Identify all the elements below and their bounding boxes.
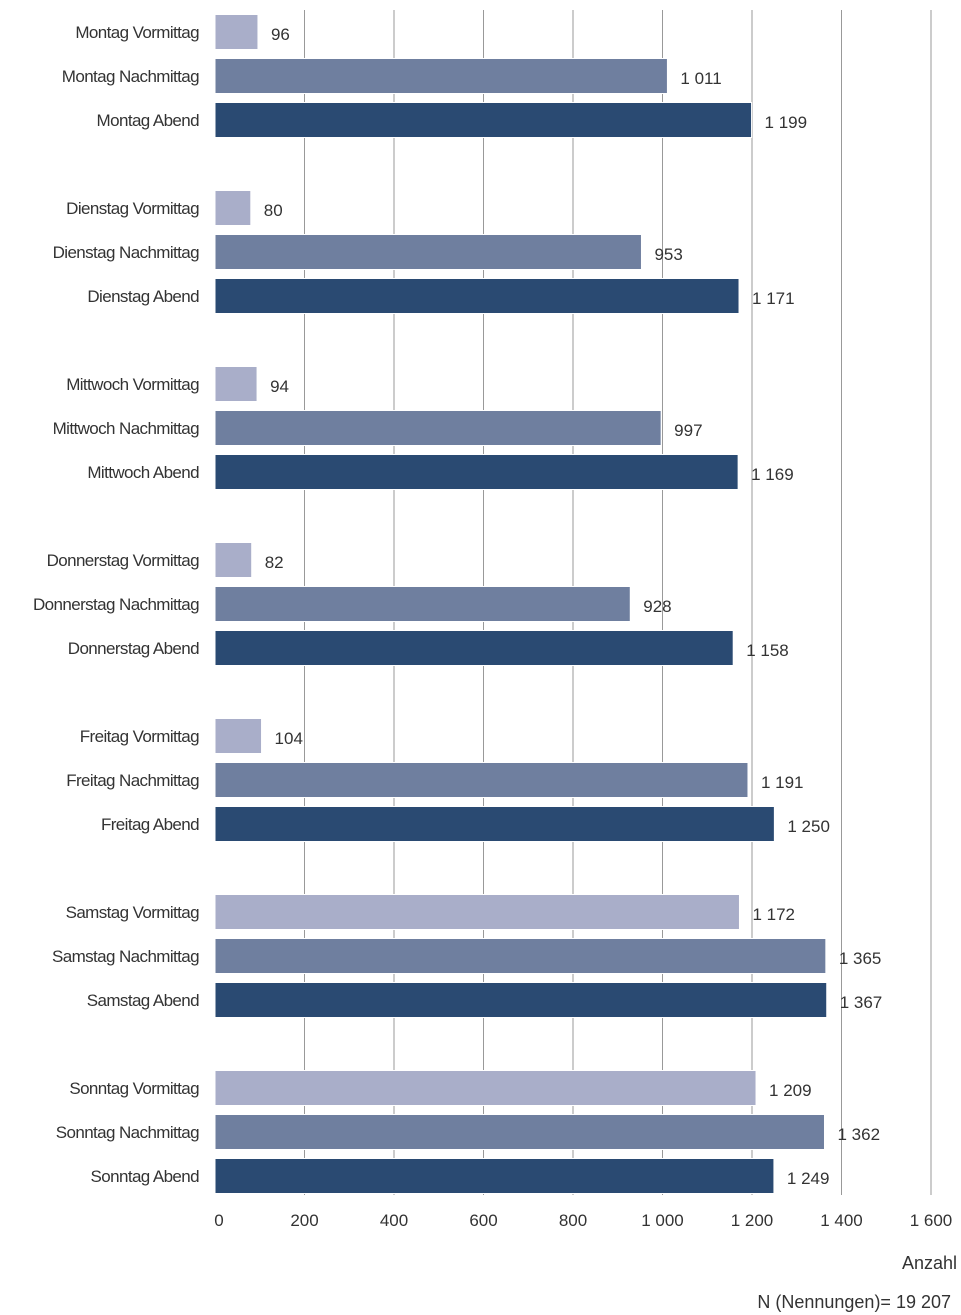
- value-label: 1 169: [751, 465, 794, 484]
- value-label: 1 250: [787, 817, 830, 836]
- category-label: Donnerstag Abend: [68, 639, 199, 658]
- value-label: 1 158: [746, 641, 789, 660]
- category-label: Mittwoch Nachmittag: [53, 419, 200, 438]
- tick-label-600: 600: [469, 1211, 497, 1230]
- bar-sonntag-abend: [214, 1158, 775, 1194]
- value-label: 997: [674, 421, 702, 440]
- bar-donnerstag-nachmittag: [214, 586, 631, 622]
- category-label: Mittwoch Abend: [87, 463, 199, 482]
- category-label: Montag Vormittag: [75, 23, 199, 42]
- category-label: Samstag Abend: [87, 991, 199, 1010]
- category-label: Dienstag Abend: [87, 287, 199, 306]
- bar-montag-abend: [214, 102, 753, 138]
- bar-chart: Montag Vormittag Montag Nachmittag Montag …: [33, 10, 952, 1230]
- category-label: Dienstag Nachmittag: [53, 243, 200, 262]
- bar-mittwoch-vormittag: [214, 366, 258, 402]
- bar-sonntag-nachmittag: [214, 1114, 825, 1150]
- category-label: Freitag Abend: [101, 815, 199, 834]
- tick-label-800: 800: [559, 1211, 587, 1230]
- bar-freitag-abend: [214, 806, 775, 842]
- value-label: 82: [265, 553, 284, 572]
- bar-dienstag-vormittag: [214, 190, 252, 226]
- tick-label-1200: 1 200: [731, 1211, 774, 1230]
- tick-label-1000: 1 000: [641, 1211, 684, 1230]
- x-axis-title: Anzahl: [901, 1253, 957, 1273]
- value-label: 1 365: [839, 949, 882, 968]
- bar-mittwoch-nachmittag: [214, 410, 662, 446]
- bar-sonntag-vormittag: [214, 1070, 757, 1106]
- value-label: 1 209: [769, 1081, 812, 1100]
- category-label: Sonntag Nachmittag: [56, 1123, 199, 1142]
- bar-samstag-vormittag: [214, 894, 740, 930]
- value-label: 1 191: [761, 773, 804, 792]
- category-label: Freitag Vormittag: [80, 727, 199, 746]
- bar-montag-vormittag: [214, 14, 259, 50]
- bars-group: [214, 14, 828, 1194]
- category-label: Donnerstag Nachmittag: [33, 595, 199, 614]
- category-label: Sonntag Abend: [91, 1167, 200, 1186]
- bar-mittwoch-abend: [214, 454, 739, 490]
- value-label: 1 249: [787, 1169, 830, 1188]
- tick-label-400: 400: [380, 1211, 408, 1230]
- value-label: 1 367: [840, 993, 883, 1012]
- tick-label-200: 200: [290, 1211, 318, 1230]
- bar-dienstag-nachmittag: [214, 234, 642, 270]
- bar-freitag-vormittag: [214, 718, 263, 754]
- value-label: 96: [271, 25, 290, 44]
- tick-label-1400: 1 400: [820, 1211, 863, 1230]
- category-label: Sonntag Vormittag: [69, 1079, 199, 1098]
- bar-samstag-nachmittag: [214, 938, 827, 974]
- category-label: Freitag Nachmittag: [66, 771, 199, 790]
- tick-label-1600: 1 600: [910, 1211, 953, 1230]
- value-label: 1 172: [752, 905, 795, 924]
- value-label: 1 011: [680, 69, 721, 88]
- value-label: 94: [270, 377, 289, 396]
- value-label: 1 171: [752, 289, 795, 308]
- bar-donnerstag-abend: [214, 630, 734, 666]
- category-label: Samstag Nachmittag: [52, 947, 199, 966]
- value-label: 1 362: [837, 1125, 880, 1144]
- category-labels: Montag Vormittag Montag Nachmittag Montag …: [33, 23, 200, 1186]
- x-axis-ticks: 0 200 400 600 800 1 000 1 200 1 400 1 600: [214, 1211, 952, 1230]
- value-label: 928: [643, 597, 671, 616]
- category-label: Samstag Vormittag: [66, 903, 200, 922]
- bar-donnerstag-vormittag: [214, 542, 253, 578]
- value-label: 80: [264, 201, 283, 220]
- category-label: Donnerstag Vormittag: [47, 551, 200, 570]
- tick-label-0: 0: [214, 1211, 223, 1230]
- value-label: 1 199: [765, 113, 808, 132]
- value-label: 104: [275, 729, 303, 748]
- bar-samstag-abend: [214, 982, 828, 1018]
- category-label: Montag Abend: [97, 111, 200, 130]
- category-label: Montag Nachmittag: [62, 67, 199, 86]
- bar-montag-nachmittag: [214, 58, 668, 94]
- value-label: 953: [654, 245, 682, 264]
- sample-size-note: N (Nennungen)= 19 207: [757, 1292, 951, 1312]
- category-label: Dienstag Vormittag: [66, 199, 199, 218]
- value-labels: 96 1 011 1 199 80 953 1 171 94 997 1 169 82 928 1 1…: [264, 25, 882, 1188]
- bar-dienstag-abend: [214, 278, 740, 314]
- bar-freitag-nachmittag: [214, 762, 749, 798]
- category-label: Mittwoch Vormittag: [66, 375, 199, 394]
